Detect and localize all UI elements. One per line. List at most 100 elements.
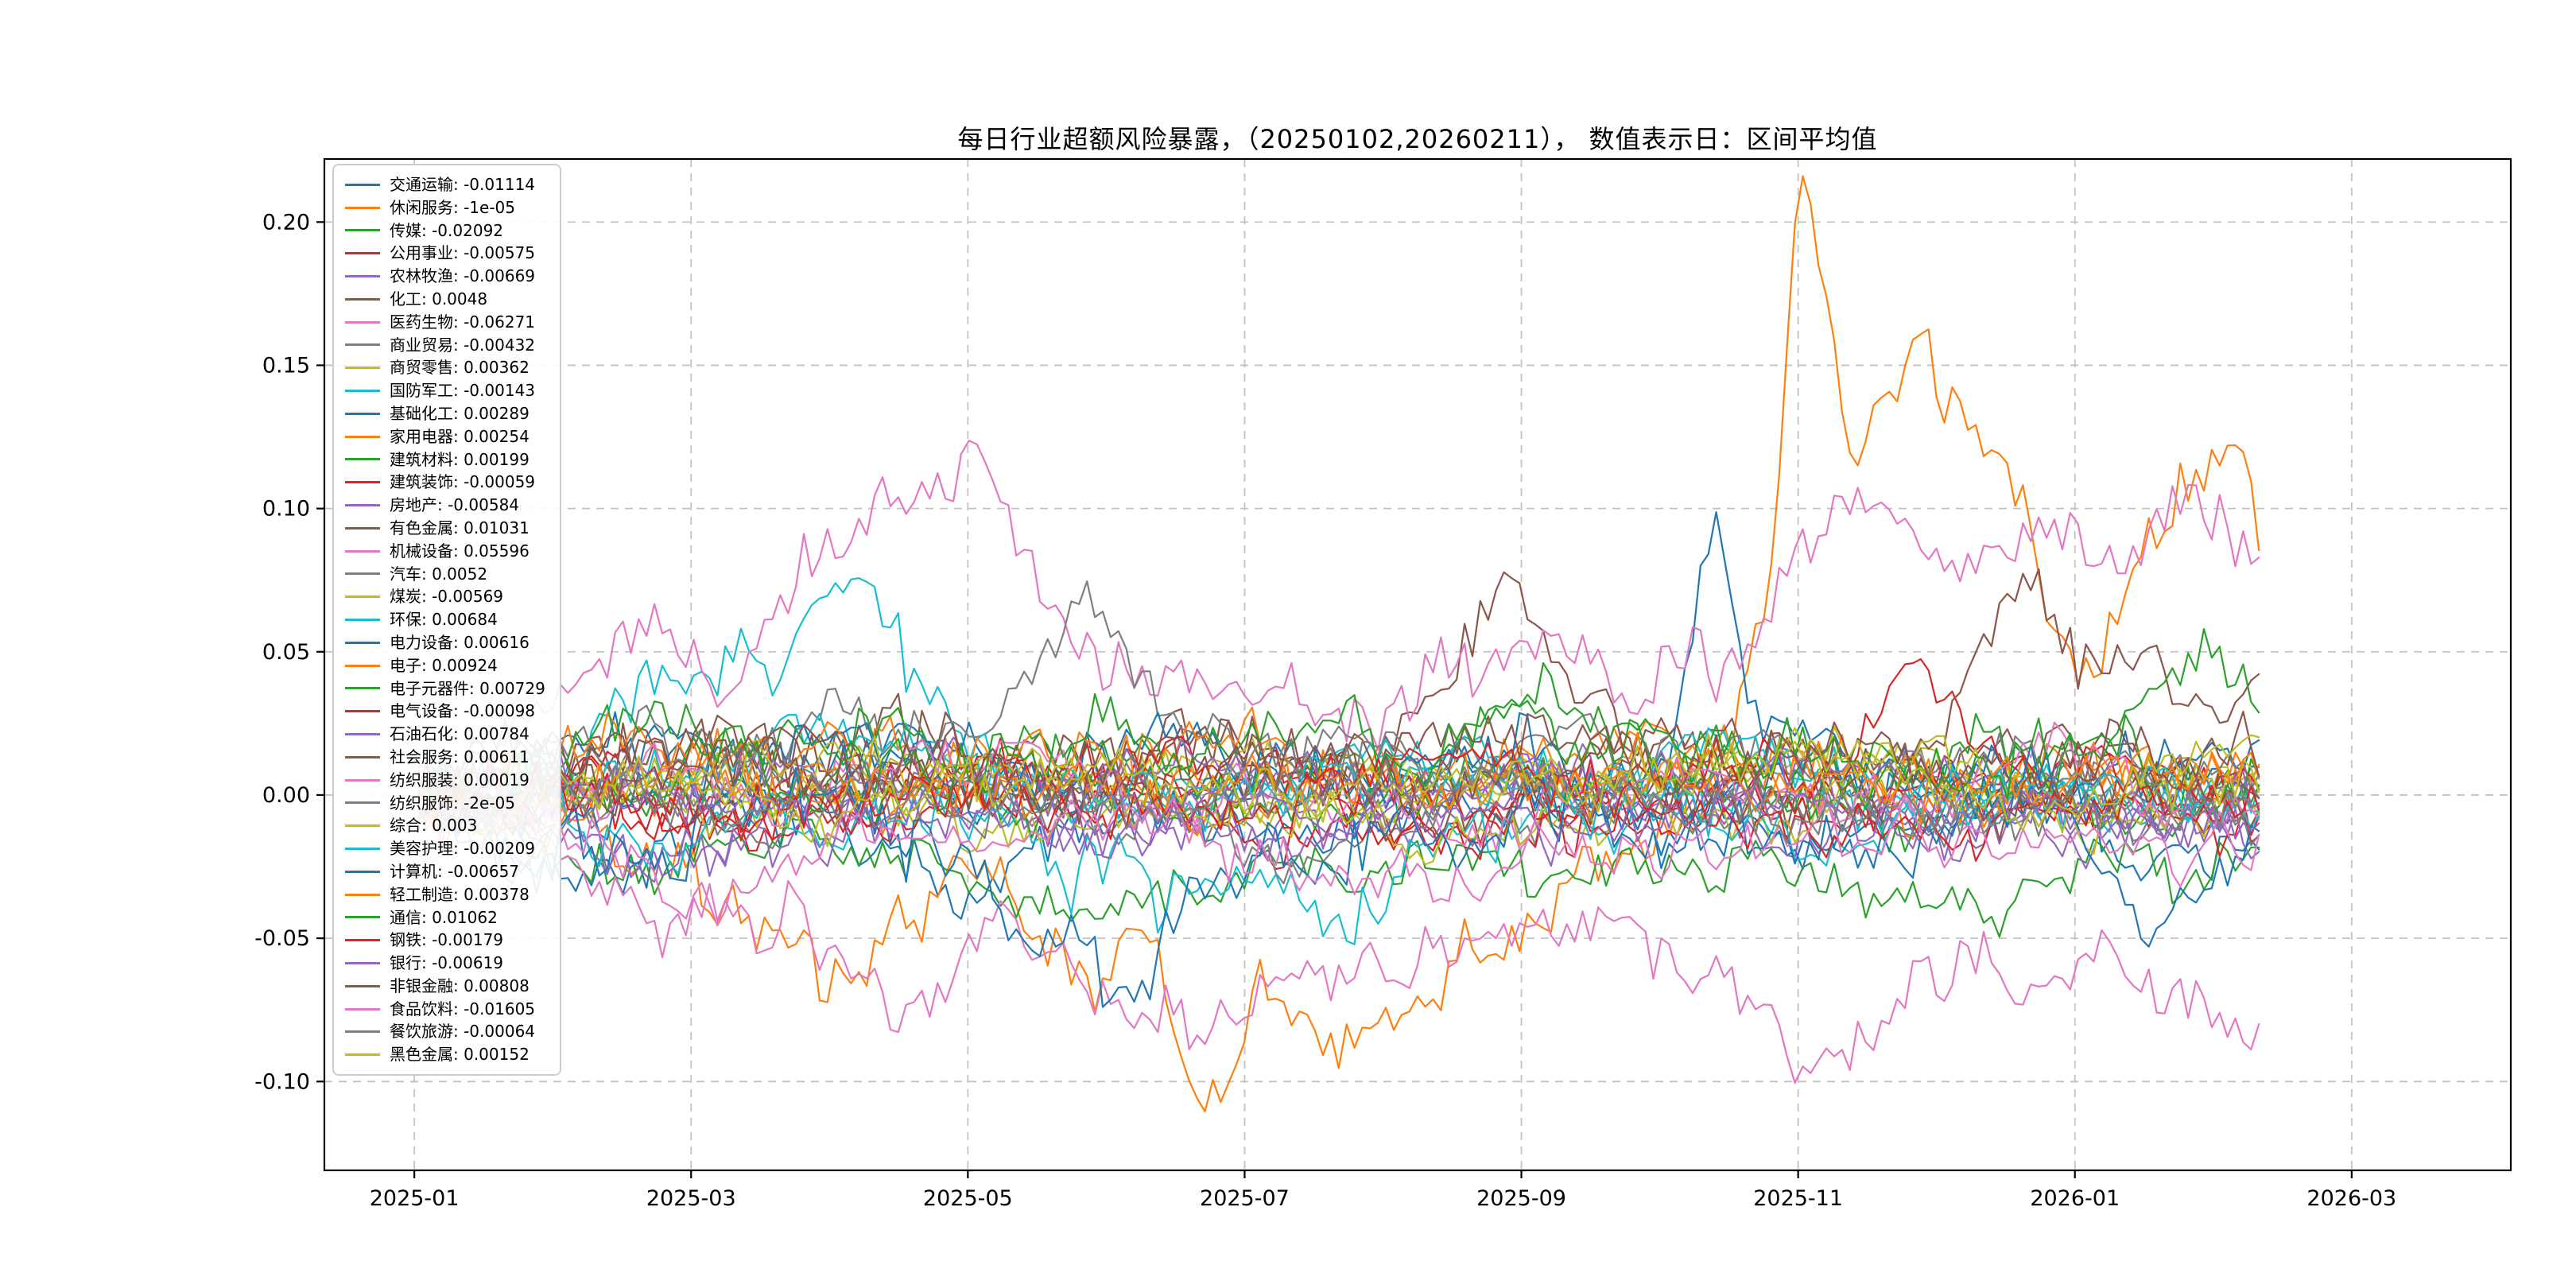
legend-label: 美容护理: -0.00209 [390,839,536,859]
legend-label: 化工: 0.0048 [390,289,488,308]
legend-line-swatch [345,1007,380,1011]
y-tick-label: -0.05 [254,926,310,951]
legend-label: 轻工制造: 0.00378 [390,884,530,904]
x-tick-label: 2025-11 [1753,1186,1843,1211]
series-line [417,743,2260,1008]
legend-label: 休闲服务: -1e-05 [390,197,516,217]
x-tick-label: 2026-03 [2306,1186,2396,1211]
legend-label: 商贸零售: 0.00362 [390,358,530,378]
legend-line-swatch [345,961,380,964]
legend-line-swatch [345,755,380,758]
legend-line-swatch [345,778,380,782]
legend-line-swatch [345,641,380,644]
legend-item: 商业贸易: -0.00432 [345,334,545,357]
legend-label: 医药生物: -0.06271 [390,312,536,332]
series-line [417,733,2260,848]
legend-item: 通信: 0.01062 [345,906,545,929]
series-line [417,742,2260,862]
legend-item: 轻工制造: 0.00378 [345,883,545,906]
series-line [417,712,2260,841]
legend-line-swatch [345,664,380,667]
legend-item: 非银金融: 0.00808 [345,975,545,998]
legend-line-swatch [345,1030,380,1034]
legend-line-swatch [345,206,380,209]
legend-line-swatch [345,848,380,850]
series-line [417,440,2260,824]
legend-item: 家用电器: 0.00254 [345,425,545,448]
legend-item: 食品饮料: -0.01605 [345,998,545,1021]
legend-item: 环保: 0.00684 [345,608,545,631]
legend-line-swatch [345,1053,380,1057]
legend-label: 纺织服装: 0.00019 [390,770,530,789]
series-line [417,627,2260,813]
series-line [417,753,2260,875]
legend-item: 煤炭: -0.00569 [345,585,545,608]
legend-label: 社会服务: 0.00611 [390,747,530,766]
legend-label: 餐饮旅游: -0.00064 [390,1022,536,1042]
legend-item: 纺织服饰: -2e-05 [345,792,545,815]
series-line [417,727,2260,855]
legend-line-swatch [345,893,380,896]
legend-item: 房地产: -0.00584 [345,494,545,517]
plot-border [323,157,2512,1172]
legend-item: 公用事业: -0.00575 [345,242,545,265]
legend-label: 建筑装饰: -0.00059 [390,472,536,492]
x-tick-label: 2025-07 [1200,1186,1290,1211]
legend: 交通运输: -0.01114 休闲服务: -1e-05 传媒: -0.02092 公用… [332,164,561,1077]
legend-label: 公用事业: -0.00575 [390,243,536,263]
legend-line-swatch [345,252,380,255]
axes-ticks: 2025-01 2025-03 2025-05 2025-07 2025-09 2025-… [254,210,2396,1211]
legend-line-swatch [345,939,380,942]
legend-label: 黑色金属: 0.00152 [390,1045,530,1065]
legend-label: 非银金融: 0.00808 [390,976,530,995]
legend-item: 美容护理: -0.00209 [345,837,545,860]
legend-label: 商业贸易: -0.00432 [390,335,536,355]
legend-item: 石油石化: 0.00784 [345,723,545,746]
legend-line-swatch [345,619,380,622]
legend-label: 汽车: 0.0052 [390,564,488,584]
legend-item: 交通运输: -0.01114 [345,173,545,196]
legend-item: 社会服务: 0.00611 [345,746,545,769]
y-tick-label: -0.10 [254,1069,310,1094]
legend-line-swatch [345,733,380,736]
x-tick-label: 2026-01 [2030,1186,2120,1211]
x-tick-label: 2025-03 [646,1186,736,1211]
series-line [417,780,2260,927]
chart-title: 每日行业超额风险暴露，（20250102,20260211）， 数值表示日：区间… [957,124,1878,154]
legend-line-swatch [345,526,380,530]
legend-item: 纺织服装: 0.00019 [345,769,545,792]
legend-label: 交通运输: -0.01114 [390,175,536,194]
legend-item: 商贸零售: 0.00362 [345,356,545,379]
legend-label: 煤炭: -0.00569 [390,587,504,607]
legend-item: 传媒: -0.02092 [345,219,545,242]
legend-item: 黑色金属: 0.00152 [345,1043,545,1066]
legend-label: 钢铁: -0.00179 [390,930,504,950]
legend-label: 电力设备: 0.00616 [390,632,530,652]
legend-label: 家用电器: 0.00254 [390,426,530,446]
legend-label: 建筑材料: 0.00199 [390,449,530,469]
legend-item: 医药生物: -0.06271 [345,311,545,334]
y-tick-label: 0.20 [262,210,310,235]
legend-line-swatch [345,984,380,987]
legend-line-swatch [345,275,380,278]
legend-label: 电子: 0.00924 [390,655,498,675]
legend-line-swatch [345,504,380,507]
legend-item: 有色金属: 0.01031 [345,517,545,540]
legend-label: 房地产: -0.00584 [390,495,520,515]
x-tick-label: 2025-05 [923,1186,1013,1211]
series-lines [417,175,2260,1113]
legend-line-swatch [345,435,380,438]
legend-label: 机械设备: 0.05596 [390,541,530,561]
y-tick-label: 0.10 [262,497,310,522]
legend-line-swatch [345,801,380,805]
legend-item: 综合: 0.003 [345,814,545,837]
legend-line-swatch [345,412,380,415]
legend-label: 银行: -0.00619 [390,953,504,973]
legend-label: 综合: 0.003 [390,816,478,836]
legend-item: 餐饮旅游: -0.00064 [345,1020,545,1043]
legend-item: 建筑装饰: -0.00059 [345,471,545,494]
legend-label: 基础化工: 0.00289 [390,403,530,423]
series-line [417,786,2260,938]
legend-line-swatch [345,458,380,461]
legend-item: 电力设备: 0.00616 [345,631,545,654]
